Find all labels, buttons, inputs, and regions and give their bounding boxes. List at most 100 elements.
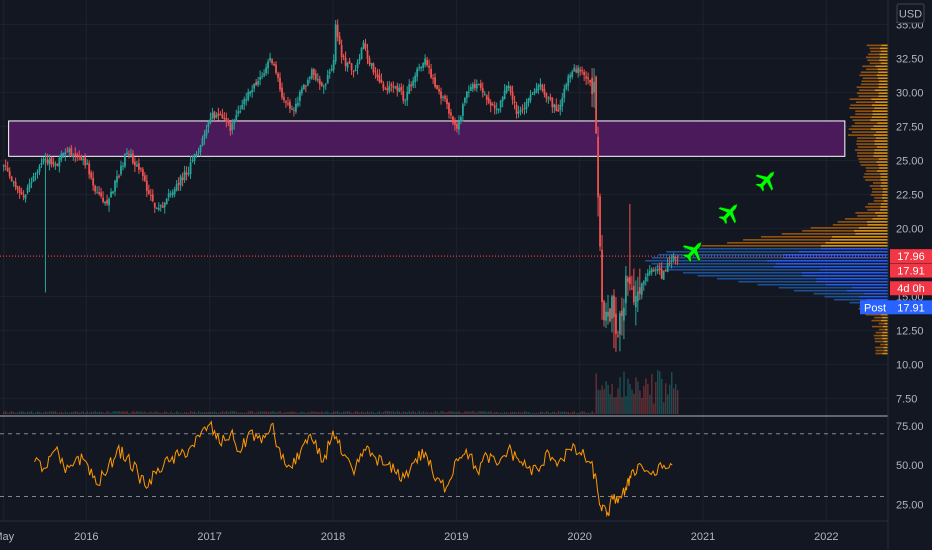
candle-body (509, 86, 512, 93)
rsi-axis[interactable]: 75.00 50.00 25.00 (896, 421, 924, 511)
resistance-zone[interactable] (8, 120, 846, 157)
volume-bar (68, 412, 71, 414)
candle-body (336, 24, 339, 38)
volume-bar (56, 412, 59, 414)
volume-profile-bar (880, 206, 888, 208)
price-tags: 17.96 17.91 4d 0h Post 17.91 (860, 249, 932, 315)
volume-profile-bar (651, 262, 776, 265)
candle-body (257, 80, 260, 85)
volume-profile-bar (757, 283, 826, 286)
volume-profile-bar (802, 230, 854, 232)
volume-bar (573, 411, 576, 414)
volume-bar (215, 412, 218, 414)
price-tag-bg (890, 249, 932, 264)
candle-body (120, 165, 122, 175)
volume-profile-bar (882, 194, 888, 196)
volume-profile-bar (873, 152, 888, 154)
volume-profile-bar (871, 319, 881, 322)
volume-bar (128, 412, 130, 414)
candle-body (88, 163, 91, 175)
volume-profile-bar (844, 218, 873, 220)
candle-body (487, 97, 490, 103)
candle-body (255, 82, 258, 86)
candle-body (676, 259, 679, 261)
volume-bar (239, 412, 242, 414)
volume-profile-bar (880, 173, 888, 175)
candle-body (300, 88, 303, 94)
volume-profile-bar (858, 227, 888, 229)
candle-body (324, 84, 327, 86)
candle-body (4, 165, 7, 167)
volume-bar (146, 412, 148, 414)
candle-body (515, 104, 518, 114)
volume-profile-bar (874, 149, 888, 151)
volume-bar (354, 411, 357, 414)
volume-profile-bar (815, 280, 888, 283)
candle-body (617, 335, 619, 337)
volume-profile-bar (824, 295, 860, 298)
volume-bar (496, 411, 498, 414)
candle-body (531, 93, 534, 95)
candle-body (179, 176, 182, 186)
volume-bar (657, 370, 659, 414)
price-axis[interactable]: 35.0032.5030.0027.5025.0022.5020.0015.00… (896, 19, 924, 405)
candle-body (137, 163, 140, 170)
volume-profile-bar (866, 68, 878, 71)
volume-bar (500, 412, 502, 414)
volume-bar (92, 412, 94, 414)
candle-body (467, 91, 470, 93)
volume-profile-bar (775, 262, 888, 265)
candle-body (68, 148, 71, 152)
volume-profile-bar (878, 164, 888, 166)
volume-bar (7, 412, 9, 414)
volume-profile-bar (871, 98, 888, 100)
volume-bar (587, 412, 589, 414)
candle-body (132, 153, 134, 164)
candle-body (430, 68, 432, 78)
candle-body (384, 88, 387, 90)
volume-bar (72, 411, 75, 414)
volume-bar (667, 394, 669, 414)
rsi-tick-label: 75.00 (896, 421, 924, 433)
candle-body (555, 104, 558, 111)
candle-body (579, 69, 582, 72)
volume-bar (579, 412, 581, 414)
candle-body (267, 61, 269, 69)
volume-bar (360, 411, 363, 414)
candle-body (454, 121, 456, 126)
volume-profile-bar (801, 271, 888, 274)
currency-button[interactable]: USD (896, 3, 925, 24)
volume-bar (442, 411, 444, 414)
volume-bar (549, 412, 552, 414)
candle-body (662, 270, 665, 280)
candle-body (386, 87, 389, 91)
time-axis[interactable]: May 2016 2017 2018 2019 2020 2021 2022 (0, 531, 839, 543)
candle-body (195, 153, 198, 156)
volume-bar (494, 412, 496, 414)
airplane-icon[interactable] (714, 197, 746, 229)
candle-body (189, 162, 192, 175)
volume-bar (492, 412, 494, 414)
candle-body (38, 166, 41, 172)
candle-body (205, 129, 208, 136)
candle-body (293, 109, 295, 111)
airplane-icon[interactable] (751, 164, 783, 196)
volume-bar (229, 411, 232, 414)
volume-profile-bar (879, 167, 888, 169)
candle-body (8, 171, 11, 177)
candle-body (249, 91, 252, 94)
candle-body (380, 79, 383, 83)
volume-bar (94, 411, 96, 414)
rsi-tick-label: 25.00 (896, 499, 924, 511)
candle-body (619, 313, 621, 335)
volume-profile-bar (872, 110, 888, 112)
airplane-icon[interactable] (678, 235, 710, 267)
volume-profile-bar (875, 352, 883, 355)
candle-body (543, 89, 546, 95)
candle-body (477, 84, 480, 86)
rsi-tick-label: 50.00 (896, 460, 924, 472)
volume-profile-bar (879, 59, 888, 62)
candle-body (86, 163, 89, 165)
candle-body (235, 114, 238, 120)
volume-bar (366, 411, 369, 414)
